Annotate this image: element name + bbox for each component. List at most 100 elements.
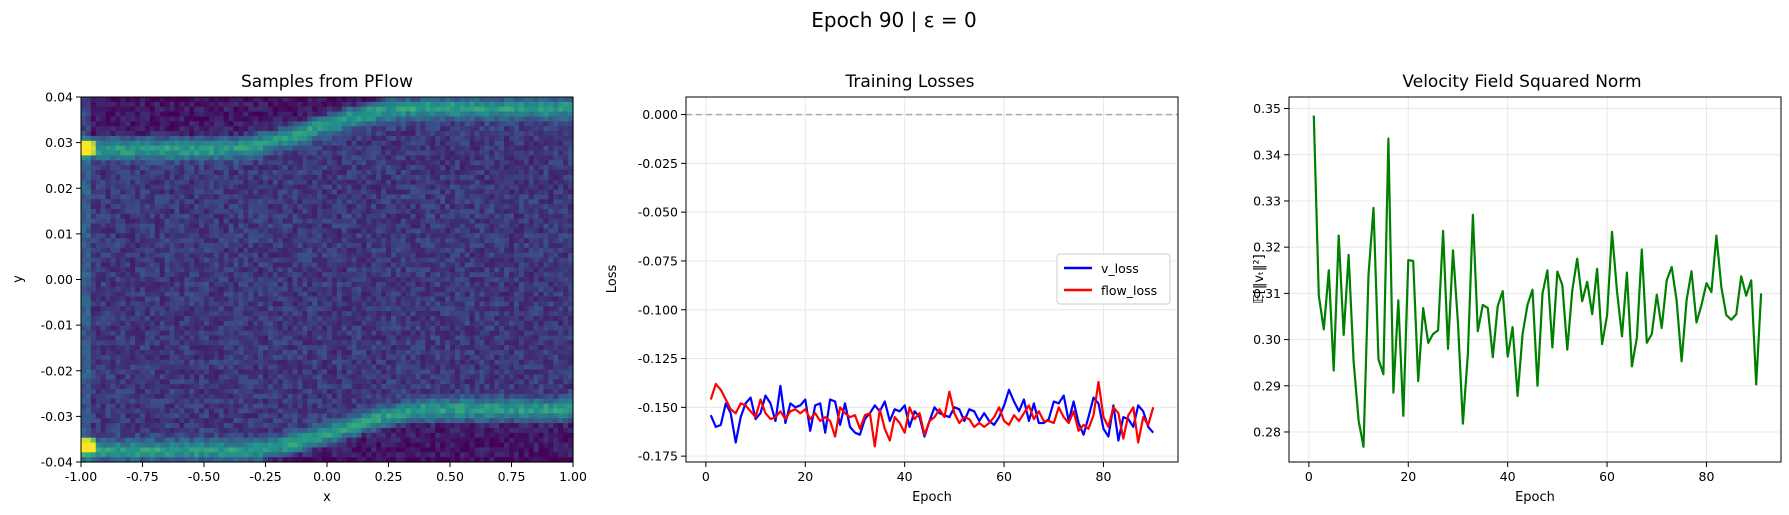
heatmap-cell (223, 345, 230, 351)
heatmap-cell (341, 316, 348, 322)
heatmap-cell (179, 277, 185, 283)
heatmap-cell (100, 150, 107, 156)
heatmap-cell (144, 320, 151, 327)
heatmap-cell (302, 267, 308, 273)
heatmap-cell (258, 393, 264, 400)
heatmap-cell (336, 432, 343, 439)
heatmap-cell (317, 311, 323, 317)
heatmap-cell (100, 213, 107, 220)
heatmap-cell (204, 442, 210, 448)
heatmap-cell (199, 238, 205, 244)
heatmap-cell (238, 101, 244, 108)
heatmap-cell (267, 398, 274, 405)
heatmap-cell (307, 228, 313, 234)
heatmap-cell (90, 184, 97, 191)
heatmap-cell (248, 194, 254, 200)
heatmap-cell (144, 272, 151, 278)
heatmap-cell (144, 369, 151, 375)
heatmap-cell (307, 106, 313, 113)
heatmap-cell (208, 330, 215, 337)
heatmap-cell (169, 374, 176, 380)
heatmap-cell (292, 452, 299, 458)
heatmap-cell (115, 379, 121, 385)
heatmap-cell (395, 423, 402, 429)
heatmap-cell (395, 213, 402, 220)
heatmap-cell (233, 350, 240, 356)
heatmap-cell (223, 126, 230, 132)
heatmap-cell (346, 111, 353, 118)
heatmap-cell (263, 291, 269, 298)
heatmap-cell (100, 170, 107, 176)
heatmap-cell (125, 140, 131, 147)
heatmap-cell (130, 457, 136, 463)
heatmap-cell (164, 247, 171, 254)
heatmap-cell (144, 286, 151, 293)
heatmap-cell (400, 359, 407, 366)
heatmap-cell (346, 330, 353, 337)
heatmap-cell (140, 281, 146, 288)
heatmap-cell (213, 325, 220, 332)
heatmap-cell (371, 247, 377, 254)
heatmap-cell (292, 111, 299, 118)
heatmap-cell (400, 243, 407, 249)
heatmap-cell (184, 165, 190, 171)
heatmap-cell (322, 106, 328, 113)
heatmap-cell (302, 218, 308, 225)
heatmap-cell (95, 272, 102, 278)
heatmap-cell (297, 393, 303, 400)
heatmap-cell (277, 286, 284, 293)
heatmap-cell (135, 384, 141, 390)
heatmap-cell (199, 111, 205, 118)
heatmap-cell (154, 121, 161, 127)
heatmap-cell (81, 135, 87, 142)
heatmap-cell (105, 384, 112, 390)
heatmap-cell (105, 389, 112, 395)
heatmap-cell (204, 194, 210, 200)
heatmap-cell (386, 340, 392, 346)
heatmap-cell (238, 272, 244, 278)
heatmap-cell (312, 213, 318, 220)
heatmap-cell (400, 199, 407, 205)
heatmap-cell (213, 140, 220, 147)
heatmap-cell (233, 457, 240, 463)
heatmap-cell (381, 340, 387, 346)
heatmap-cell (184, 408, 190, 414)
heatmap-cell (223, 121, 230, 127)
heatmap-cell (307, 184, 313, 191)
heatmap-cell (233, 345, 240, 351)
heatmap-cell (395, 296, 402, 302)
heatmap-cell (85, 223, 92, 229)
heatmap-cell (135, 306, 141, 312)
heatmap-cell (179, 291, 185, 298)
heatmap-cell (381, 213, 387, 220)
heatmap-cell (100, 403, 107, 410)
heatmap-cell (218, 398, 225, 405)
heatmap-cell (179, 286, 185, 293)
heatmap-cell (208, 325, 215, 332)
heatmap-cell (297, 291, 303, 298)
heatmap-cell (179, 408, 185, 414)
heatmap-cell (302, 179, 308, 186)
heatmap-cell (174, 301, 180, 307)
heatmap-cell (81, 393, 87, 400)
heatmap-cell (223, 199, 230, 205)
heatmap-cell (331, 243, 338, 249)
heatmap-cell (125, 170, 131, 176)
heatmap-cell (351, 218, 358, 225)
heatmap-cell (336, 384, 343, 390)
heatmap-cell (125, 97, 131, 103)
heatmap-cell (400, 301, 407, 307)
heatmap-cell (90, 101, 97, 108)
heatmap-cell (336, 252, 343, 259)
heatmap-cell (223, 427, 230, 434)
heatmap-cell (282, 179, 289, 186)
heatmap-cell (307, 281, 313, 288)
heatmap-cell (331, 233, 338, 239)
heatmap-cell (292, 238, 299, 244)
heatmap-cell (356, 418, 363, 424)
heatmap-cell (297, 354, 303, 361)
heatmap-cell (149, 252, 156, 259)
heatmap-cell (272, 325, 279, 332)
heatmap-cell (204, 320, 210, 327)
heatmap-cell (302, 408, 308, 414)
